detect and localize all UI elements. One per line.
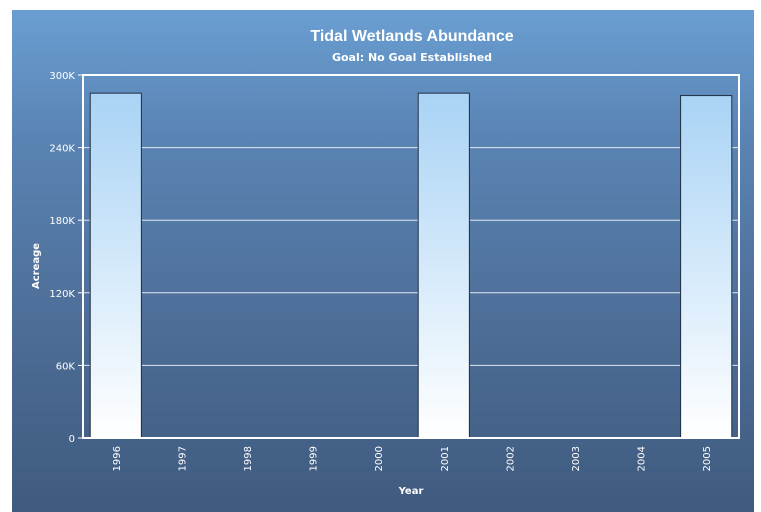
y-tick-labels: 0 60K 120K 180K 240K 300K	[49, 71, 83, 445]
chart-subtitle: Goal: No Goal Established	[332, 51, 492, 64]
bar-2005	[680, 95, 733, 439]
x-tick-label: 2001	[440, 446, 451, 471]
y-tick-label: 180K	[49, 216, 75, 227]
x-tick-label: 2002	[505, 446, 516, 471]
y-tick-label: 60K	[56, 361, 76, 372]
x-tick-label: 2003	[571, 446, 582, 471]
bar-1996	[89, 92, 142, 439]
y-tick-label: 240K	[49, 144, 75, 155]
x-tick-label: 1999	[309, 446, 320, 471]
y-tick-label: 0	[69, 434, 75, 445]
y-axis-label: Acreage	[31, 243, 42, 289]
chart-panel: Tidal Wetlands Abundance Goal: No Goal E…	[12, 10, 754, 512]
x-tick-labels: 1996 1997 1998 1999 2000 2001 2002 2003 2004 2005	[112, 446, 713, 471]
bar-chart: Tidal Wetlands Abundance Goal: No Goal E…	[31, 28, 740, 497]
x-tick-label: 2000	[374, 446, 385, 471]
grid-lines	[83, 147, 739, 366]
x-axis-label: Year	[398, 486, 424, 497]
bar-2001	[417, 92, 470, 439]
y-tick-label: 300K	[49, 71, 75, 82]
y-tick-label: 120K	[49, 289, 75, 300]
plot-frame	[82, 74, 740, 439]
x-tick-label: 2004	[637, 446, 648, 471]
x-tick-label: 2005	[702, 446, 713, 471]
x-tick-label: 1996	[112, 446, 123, 471]
x-tick-label: 1998	[243, 446, 254, 471]
chart-title: Tidal Wetlands Abundance	[310, 28, 513, 45]
x-tick-label: 1997	[177, 446, 188, 471]
bars	[89, 92, 733, 439]
